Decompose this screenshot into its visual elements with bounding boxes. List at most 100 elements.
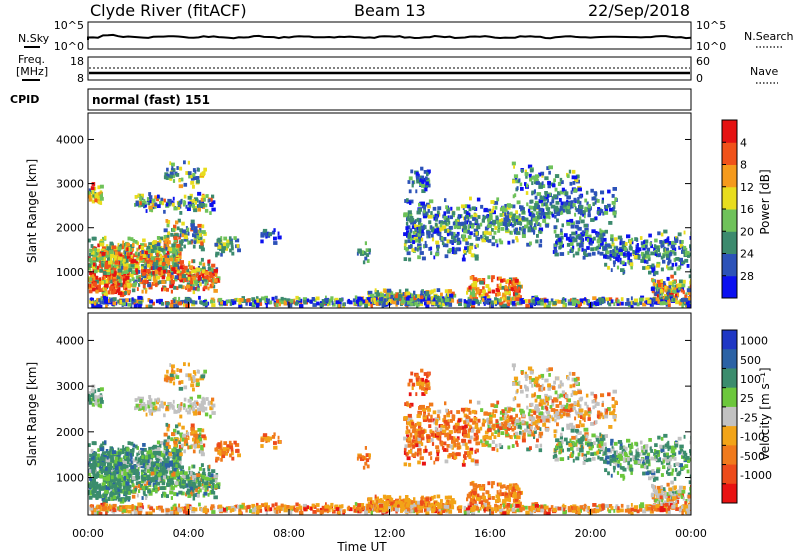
power-cell: [448, 303, 453, 307]
power-cell: [140, 264, 145, 268]
velocity-cell: [90, 480, 92, 485]
power-cell: [517, 220, 522, 225]
power-cell: [358, 301, 363, 306]
power-cell: [195, 273, 198, 278]
power-cell: [328, 298, 333, 303]
power-cell: [523, 232, 526, 236]
power-cell: [573, 237, 577, 242]
freq-tick-top: 18: [70, 55, 84, 68]
power-cell: [187, 274, 192, 279]
power-cell: [464, 216, 467, 221]
power-cell: [484, 226, 489, 231]
power-cell: [163, 245, 166, 249]
power-cell: [145, 287, 148, 292]
power-cell: [503, 217, 508, 222]
power-cell: [140, 203, 145, 207]
power-cell: [330, 296, 334, 301]
power-cell: [199, 228, 202, 232]
power-cell: [613, 213, 617, 218]
velocity-cell: [105, 449, 109, 453]
power-cell: [648, 270, 652, 275]
power-cell: [167, 240, 171, 245]
noise-left-label: N.Sky: [18, 32, 50, 45]
power-cell: [616, 302, 620, 306]
power-cell: [193, 279, 198, 284]
freq-panel: Freq. [MHz] 18 8 60 0 Nave: [16, 53, 778, 85]
power-cell: [365, 297, 368, 301]
y-tick-label: 1000: [56, 266, 84, 279]
velocity-cell: [136, 452, 139, 457]
power-cell: [117, 268, 123, 273]
power-cell: [626, 252, 630, 256]
power-cell: [684, 258, 689, 263]
power-cell: [211, 194, 215, 199]
power-cell: [123, 274, 128, 279]
colorbar-tick-label: 16: [740, 203, 754, 216]
power-cell: [600, 190, 605, 195]
power-cell: [591, 302, 595, 307]
velocity-cell: [213, 495, 218, 500]
power-cell: [569, 181, 573, 186]
velocity-cell: [123, 491, 127, 496]
power-cell: [202, 238, 206, 243]
velocity-cell: [155, 489, 158, 493]
power-cell: [226, 244, 229, 249]
power-cell: [107, 257, 110, 261]
power-cell: [667, 266, 671, 271]
power-cell: [435, 295, 440, 300]
power-cell: [405, 288, 409, 293]
power-cell: [222, 242, 226, 247]
velocity-cell: [191, 464, 194, 469]
power-cell: [376, 293, 379, 298]
velocity-cell: [157, 486, 160, 491]
power-cell: [191, 204, 196, 208]
power-cell: [513, 228, 516, 233]
power-cell: [462, 237, 467, 242]
power-cell: [647, 299, 652, 304]
power-cell: [412, 240, 415, 245]
power-cell: [409, 228, 413, 233]
power-cell: [430, 296, 435, 301]
power-cell: [677, 283, 682, 288]
velocity-cell: [162, 479, 166, 484]
noise-panel: N.Sky 10^5 10^0 10^5 10^0 N.Search: [18, 19, 794, 53]
power-cell: [251, 301, 256, 306]
power-cell: [433, 288, 436, 293]
velocity-cell: [202, 472, 206, 476]
power-cell: [516, 200, 521, 205]
velocity-cell: [207, 492, 210, 497]
power-cell: [664, 301, 669, 305]
power-cell: [611, 242, 615, 247]
power-cell: [604, 208, 609, 213]
power-cell: [142, 274, 147, 279]
power-cell: [97, 243, 100, 248]
power-cell: [443, 298, 446, 302]
power-cell: [146, 245, 151, 250]
power-cell: [625, 253, 628, 257]
power-cell: [675, 300, 680, 305]
power-cell: [163, 209, 166, 214]
power-cell: [553, 194, 557, 199]
power-cell: [683, 245, 687, 250]
power-cell: [262, 231, 266, 236]
velocity-cell: [99, 487, 105, 491]
velocity-cell: [92, 482, 96, 487]
power-cell: [553, 229, 557, 234]
power-cell: [124, 291, 127, 295]
power-cell: [174, 275, 179, 280]
power-cell: [91, 264, 96, 269]
power-cell: [519, 226, 522, 231]
power-cell: [463, 299, 466, 303]
power-cell: [410, 293, 414, 298]
velocity-cell: [145, 457, 148, 462]
power-cell: [496, 243, 499, 248]
power-cell: [538, 211, 542, 215]
power-cell: [666, 250, 671, 255]
velocity-cell: [116, 477, 119, 482]
power-cell: [108, 254, 113, 259]
power-cell: [447, 229, 450, 233]
power-cell: [331, 301, 334, 306]
power-cell: [550, 298, 554, 303]
power-cell: [116, 284, 121, 289]
